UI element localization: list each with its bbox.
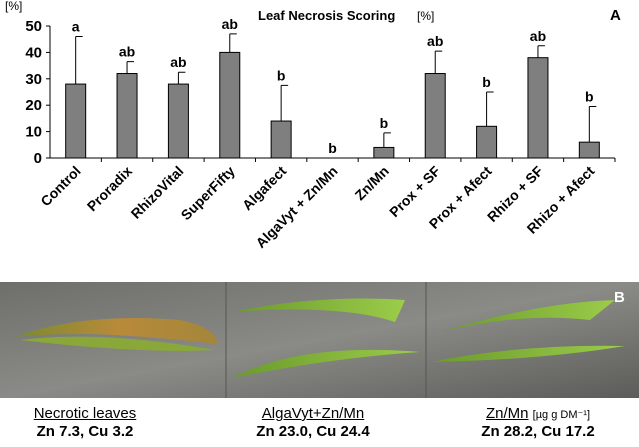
significance-letter: ab: [427, 33, 443, 49]
x-tick-label: Proradix: [84, 163, 136, 215]
significance-letter: ab: [170, 54, 186, 70]
chart-title: Leaf Necrosis Scoring: [258, 8, 395, 23]
error-bar: [383, 132, 391, 148]
significance-letter: b: [380, 115, 389, 131]
caption-title: Zn/Mn: [485, 405, 529, 422]
x-tick-label: Zn/Mn: [352, 163, 392, 203]
bar: [219, 51, 241, 159]
x-tick-label: Algafect: [239, 163, 290, 214]
caption-values: Zn 28.2, Cu 17.2: [481, 423, 595, 440]
y-tick-label: 30: [25, 71, 42, 88]
significance-letter: b: [482, 74, 491, 90]
error-bar: [434, 50, 443, 74]
leaf: [20, 336, 215, 351]
y-tick-label: 50: [25, 18, 42, 35]
bar: [527, 57, 549, 159]
leaf: [430, 345, 625, 362]
caption: Necrotic leaves Zn 7.3, Cu 3.2: [0, 405, 170, 440]
leaf: [232, 298, 405, 322]
bar: [116, 73, 138, 159]
error-bar: [486, 91, 494, 127]
significance-letter: b: [328, 140, 337, 156]
error-bar: [126, 61, 135, 74]
significance-letter: b: [585, 89, 594, 105]
panel-label: B: [614, 289, 625, 306]
significance-letter: ab: [119, 44, 135, 60]
error-bar: [75, 36, 83, 85]
caption-unit: [µg g DM⁻¹]: [532, 409, 591, 421]
caption: Zn/Mn [µg g DM⁻¹] Zn 28.2, Cu 17.2: [448, 405, 628, 440]
bar: [167, 83, 189, 159]
bar: [65, 83, 87, 159]
error-bar: [229, 33, 237, 53]
y-tick-label: 20: [25, 97, 42, 114]
x-tick-label: Control: [37, 163, 84, 210]
significance-letter: b: [277, 67, 286, 83]
title-unit: [%]: [417, 9, 434, 23]
error-bar: [588, 106, 597, 143]
significance-letter: ab: [222, 16, 238, 32]
bar: [270, 120, 292, 159]
chart: [%] Leaf Necrosis Scoring [%] A 0 10 20 30 4…: [5, 0, 621, 251]
significance-letter: ab: [530, 28, 546, 44]
caption-title: Necrotic leaves: [33, 405, 137, 422]
caption-values: Zn 7.3, Cu 3.2: [36, 423, 134, 440]
bar: [578, 141, 600, 159]
panel-label: A: [610, 7, 621, 24]
y-axis-unit: [%]: [5, 0, 22, 13]
bar: [373, 146, 395, 159]
y-tick-label: 10: [25, 124, 42, 141]
bar: [476, 125, 498, 159]
caption-values: Zn 23.0, Cu 24.4: [256, 423, 370, 440]
error-bar: [537, 45, 545, 58]
y-tick-label: 0: [34, 150, 42, 167]
leaf: [15, 318, 218, 344]
y-tick-label: 40: [25, 44, 42, 61]
photo-panel: B: [0, 282, 639, 398]
error-bar: [280, 84, 289, 122]
bar: [424, 73, 446, 159]
caption: AlgaVyt+Zn/Mn Zn 23.0, Cu 24.4: [228, 405, 398, 440]
leaf: [440, 300, 615, 332]
leaf: [232, 349, 420, 378]
caption-title: AlgaVyt+Zn/Mn: [261, 405, 365, 422]
error-bar: [177, 71, 186, 85]
x-tick-label: SuperFifty: [178, 163, 238, 223]
significance-letter: a: [72, 19, 80, 35]
